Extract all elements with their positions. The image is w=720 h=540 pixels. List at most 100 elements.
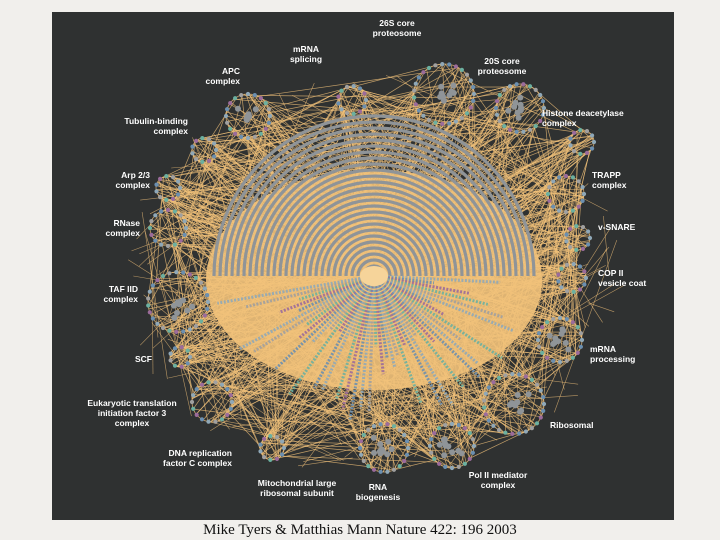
protein-node xyxy=(344,84,350,89)
protein-node xyxy=(421,113,426,118)
edge xyxy=(298,457,353,467)
protein-node xyxy=(486,385,491,390)
protein-node xyxy=(416,108,421,113)
edge xyxy=(451,373,512,457)
protein-node xyxy=(550,341,557,347)
protein-node xyxy=(574,247,579,252)
hub-spoke xyxy=(373,274,514,332)
edge xyxy=(155,176,164,282)
protein-node xyxy=(518,407,525,414)
hub-arc xyxy=(344,246,404,277)
edge xyxy=(280,455,438,463)
protein-node xyxy=(456,423,461,428)
hub-spoke xyxy=(373,274,503,360)
edge xyxy=(192,344,232,394)
hub-arc xyxy=(296,198,452,277)
protein-node xyxy=(505,107,512,114)
protein-node xyxy=(170,175,176,180)
edge xyxy=(177,141,196,273)
protein-node xyxy=(584,150,590,155)
protein-node xyxy=(245,91,251,97)
complex-cluster xyxy=(168,345,193,369)
protein-node xyxy=(252,93,257,98)
protein-node xyxy=(193,275,198,280)
protein-node xyxy=(440,93,446,100)
protein-node xyxy=(551,179,556,184)
edge xyxy=(377,400,477,448)
protein-node xyxy=(421,70,426,75)
protein-node xyxy=(174,329,179,334)
protein-node xyxy=(179,364,184,369)
protein-node xyxy=(433,63,438,68)
edge xyxy=(543,179,578,326)
edge xyxy=(455,97,542,122)
edge xyxy=(397,76,571,210)
protein-node xyxy=(455,447,462,454)
hub-arc xyxy=(272,174,476,277)
protein-node xyxy=(443,423,448,428)
hub-arc xyxy=(332,234,416,277)
protein-node xyxy=(154,182,159,187)
protein-node xyxy=(397,427,402,432)
edge xyxy=(168,363,232,379)
label-cop-ii: COP II vesicle coat xyxy=(598,268,647,288)
protein-node xyxy=(433,120,438,125)
edge xyxy=(385,75,512,130)
edge xyxy=(151,243,154,375)
protein-node xyxy=(440,62,445,67)
protein-node xyxy=(534,382,540,387)
edge xyxy=(520,386,530,388)
edge xyxy=(267,383,348,398)
edge xyxy=(366,338,583,465)
protein-node xyxy=(371,467,377,472)
protein-node xyxy=(564,289,570,294)
protein-node xyxy=(510,401,517,407)
protein-node xyxy=(556,272,561,277)
protein-node xyxy=(580,225,586,230)
hub-arc xyxy=(278,180,470,277)
protein-node xyxy=(502,124,507,129)
edge xyxy=(176,248,230,421)
protein-node xyxy=(185,348,190,353)
protein-node xyxy=(556,279,561,284)
protein-node xyxy=(437,461,442,466)
protein-node xyxy=(233,96,238,101)
complex-cluster xyxy=(154,174,183,202)
protein-node xyxy=(146,303,151,308)
edge xyxy=(167,330,390,472)
protein-node xyxy=(577,264,583,269)
edge xyxy=(383,400,469,402)
protein-node xyxy=(514,129,519,134)
protein-node xyxy=(160,325,166,331)
protein-node xyxy=(405,445,411,451)
protein-node xyxy=(578,331,584,336)
protein-node xyxy=(541,105,547,111)
hub-center xyxy=(360,266,388,286)
protein-node xyxy=(194,412,199,417)
label-apc-complex: APC complex xyxy=(205,66,241,86)
edge xyxy=(251,391,291,435)
protein-node xyxy=(578,151,583,156)
label-scf: SCF xyxy=(135,354,152,364)
protein-node xyxy=(568,226,573,231)
protein-node xyxy=(397,464,402,469)
protein-node xyxy=(432,431,437,436)
protein-node xyxy=(440,121,445,126)
protein-node xyxy=(586,242,591,247)
edge xyxy=(160,89,343,179)
protein-node xyxy=(578,128,583,133)
protein-node xyxy=(586,229,591,234)
protein-node xyxy=(200,136,205,141)
protein-node xyxy=(570,208,576,213)
hub-arc xyxy=(326,228,422,277)
protein-node xyxy=(179,345,184,350)
protein-node xyxy=(557,208,562,213)
hub-arc xyxy=(230,132,518,277)
protein-node xyxy=(449,465,455,471)
protein-node xyxy=(193,324,198,329)
complex-cluster xyxy=(258,434,287,462)
edge xyxy=(136,103,267,240)
edge xyxy=(470,431,525,459)
protein-node xyxy=(572,130,577,135)
hub-arc xyxy=(212,114,536,277)
